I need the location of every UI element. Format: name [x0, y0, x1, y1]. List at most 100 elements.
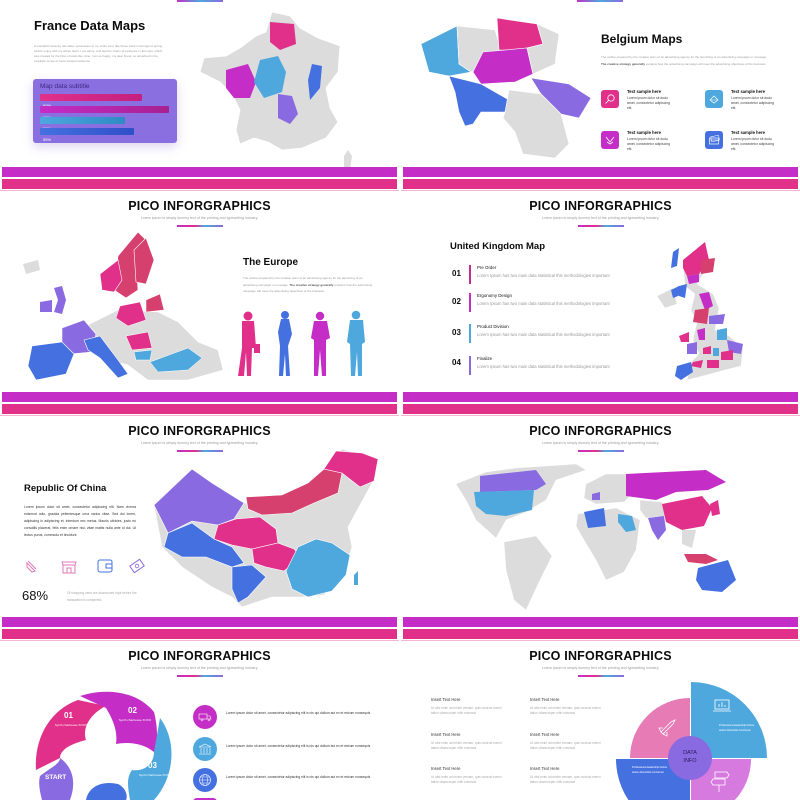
slide-title: The Europe — [243, 257, 299, 268]
slide-footer-bars — [401, 167, 800, 190]
belgium-map — [420, 17, 592, 159]
start-label: START — [45, 774, 67, 781]
businessman-standing-icon — [347, 310, 365, 376]
item-title: Finalize — [477, 356, 493, 361]
item-text: Lorem Ipsum has two main data statistica… — [477, 273, 610, 278]
feature-title: Text sample here — [627, 89, 661, 94]
panel-title: Map data subtitle — [40, 83, 90, 90]
slide-footer-bars — [0, 167, 399, 190]
map-data-panel: Map data subtitle 60% 80% 50% 55% — [33, 79, 177, 143]
slide-europe[interactable]: PICO INFORGRAPHICS Lorem ipsum is simply… — [0, 190, 399, 415]
slide-body-text: Lorem ipsum dolor sit amet, consectetur … — [24, 505, 136, 537]
progress-bar-1: 60% — [40, 94, 142, 108]
list-item-text: Lorem ipsum dolor sit amet, consectetur … — [226, 711, 371, 715]
slide-body-text: A wonderful serenity has taken possessio… — [34, 44, 163, 63]
item-accent-bar — [469, 324, 471, 343]
feature-title: Text sample here — [731, 130, 765, 135]
slide-header-title: PICO INFORGRAPHICS — [529, 649, 672, 663]
slide-united-kingdom[interactable]: PICO INFORGRAPHICS Lorem ipsum is simply… — [401, 190, 800, 415]
banknote-icon — [128, 557, 146, 575]
bank-icon — [193, 737, 217, 761]
item-accent-bar — [469, 265, 471, 284]
slide-header-title: PICO INFORGRAPHICS — [128, 199, 271, 213]
segment-number: 01 — [64, 711, 73, 720]
quadrant-text: Professional leadership before active di… — [632, 766, 668, 774]
slide-world-map[interactable]: PICO INFORGRAPHICS Lorem ipsum is simply… — [401, 415, 800, 640]
progress-bar-4: 55% — [40, 128, 134, 142]
slide-france[interactable]: France Data Maps A wonderful serenity ha… — [0, 0, 399, 190]
shop-icon — [60, 557, 78, 575]
laptop-chart-icon — [713, 699, 731, 712]
wallet-icon — [96, 557, 114, 575]
megaphone-icon — [24, 557, 42, 575]
item-text: Lorem Ipsum has two main data statistica… — [477, 364, 610, 369]
stat-value: 68% — [22, 588, 49, 603]
header-accent-line — [177, 450, 223, 452]
credit-card-icon — [705, 131, 723, 149]
rocket-icon — [658, 719, 676, 737]
item-text: Lorem Ipsum has two main data statistica… — [477, 301, 610, 306]
progress-bar-2: 80% — [40, 106, 169, 120]
header-accent-line — [177, 675, 223, 677]
segment-text: Synth chartreuse XOXO — [138, 773, 172, 777]
slide-data-info[interactable]: PICO INFORGRAPHICS Lorem ipsum is simply… — [401, 640, 800, 800]
feature-text: Lorem ipsum dolor sit dudu amet, consect… — [627, 137, 670, 151]
globe-icon — [193, 768, 217, 792]
item-accent-bar — [469, 356, 471, 375]
truck-icon — [193, 705, 217, 729]
header-accent-line — [177, 225, 223, 227]
list-item-text: Lorem ipsum dolor sit amet, consectetur … — [226, 775, 371, 779]
handshake-icon — [601, 131, 619, 149]
slide-belgium[interactable]: Belgium Maps The outline prepared by the… — [401, 0, 800, 190]
signpost-icon — [710, 771, 730, 792]
france-map — [199, 11, 352, 170]
header-accent-line — [578, 450, 624, 452]
china-map — [153, 448, 379, 608]
header-accent-line — [578, 225, 624, 227]
slide-cycle-process[interactable]: PICO INFORGRAPHICS Lorem ipsum is simply… — [0, 640, 399, 800]
top-accent-line — [177, 0, 223, 2]
item-title: Pre Order — [477, 265, 497, 270]
top-accent-line — [577, 0, 623, 2]
united-kingdom-map — [656, 241, 744, 381]
progress-bar-3: 50% — [40, 117, 125, 131]
slide-title: United Kingdom Map — [450, 241, 545, 252]
segment-number: 02 — [128, 706, 137, 715]
slide-header-title: PICO INFORGRAPHICS — [529, 199, 672, 213]
slide-china[interactable]: PICO INFORGRAPHICS Lorem ipsum is simply… — [0, 415, 399, 640]
quadrant-text: Professional leadership before active di… — [719, 724, 755, 732]
segment-number: 03 — [148, 761, 157, 770]
feature-title: Text sample here — [627, 130, 661, 135]
segment-text: Synth chartreuse XOXO — [54, 723, 88, 727]
list-item-icon-partial — [193, 798, 217, 800]
europe-map — [23, 231, 224, 381]
item-title: Product Division — [477, 324, 509, 329]
slide-header-subtitle: Lorem ipsum is simply dummy text of the … — [140, 666, 259, 670]
slide-body-text: The outline prepared by the creative tea… — [601, 55, 767, 66]
column-divider — [399, 0, 401, 800]
slide-title: France Data Maps — [34, 18, 146, 33]
data-info-quadrant-chart — [616, 682, 767, 800]
world-map — [456, 463, 736, 611]
business-silhouettes — [238, 310, 365, 376]
slide-footer-bars — [0, 392, 399, 415]
item-title: Ergonomy Design — [477, 293, 512, 298]
businessman-with-briefcase-icon — [238, 311, 260, 376]
feature-text: Lorem ipsum dolor sit dudu amet, consect… — [627, 96, 670, 110]
item-accent-bar — [469, 293, 471, 312]
slide-footer-bars — [0, 617, 399, 640]
slide-header-subtitle: Lorem ipsum is simply dummy text of the … — [140, 441, 259, 445]
slide-header-subtitle: Lorem ipsum is simply dummy text of the … — [541, 216, 660, 220]
slide-header-subtitle: Lorem ipsum is simply dummy text of the … — [541, 666, 660, 670]
slide-title: Belgium Maps — [601, 32, 683, 46]
slide-title: Republic Of China — [24, 483, 107, 494]
item-text: Lorem Ipsum has two main data statistica… — [477, 332, 610, 337]
slide-footer-bars — [401, 392, 800, 415]
list-item-text: Lorem ipsum dolor sit amet, consectetur … — [226, 744, 371, 748]
slide-header-subtitle: Lorem ipsum is simply dummy text of the … — [541, 441, 660, 445]
header-accent-line — [578, 675, 624, 677]
businessman-arms-crossed-icon — [311, 311, 330, 376]
businesswoman-icon — [278, 311, 292, 376]
feature-title: Text sample here — [731, 89, 765, 94]
search-icon — [601, 90, 619, 108]
